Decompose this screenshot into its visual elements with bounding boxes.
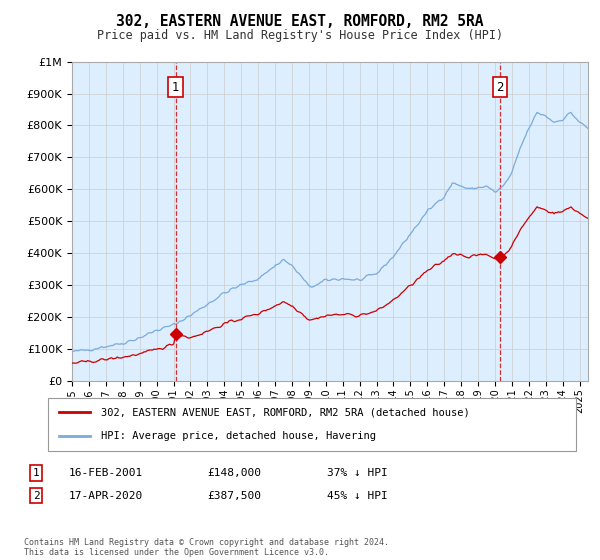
Text: HPI: Average price, detached house, Havering: HPI: Average price, detached house, Have… [101,431,376,441]
Text: 45% ↓ HPI: 45% ↓ HPI [327,491,388,501]
Text: 16-FEB-2001: 16-FEB-2001 [69,468,143,478]
Text: Contains HM Land Registry data © Crown copyright and database right 2024.
This d: Contains HM Land Registry data © Crown c… [24,538,389,557]
Text: 2: 2 [32,491,40,501]
Text: 2: 2 [496,81,503,94]
Text: 17-APR-2020: 17-APR-2020 [69,491,143,501]
Text: 1: 1 [32,468,40,478]
Text: £387,500: £387,500 [207,491,261,501]
Text: 1: 1 [172,81,179,94]
Text: £148,000: £148,000 [207,468,261,478]
Text: 302, EASTERN AVENUE EAST, ROMFORD, RM2 5RA (detached house): 302, EASTERN AVENUE EAST, ROMFORD, RM2 5… [101,408,470,418]
Text: Price paid vs. HM Land Registry's House Price Index (HPI): Price paid vs. HM Land Registry's House … [97,29,503,42]
Text: 37% ↓ HPI: 37% ↓ HPI [327,468,388,478]
Text: 302, EASTERN AVENUE EAST, ROMFORD, RM2 5RA: 302, EASTERN AVENUE EAST, ROMFORD, RM2 5… [116,14,484,29]
FancyBboxPatch shape [48,398,576,451]
